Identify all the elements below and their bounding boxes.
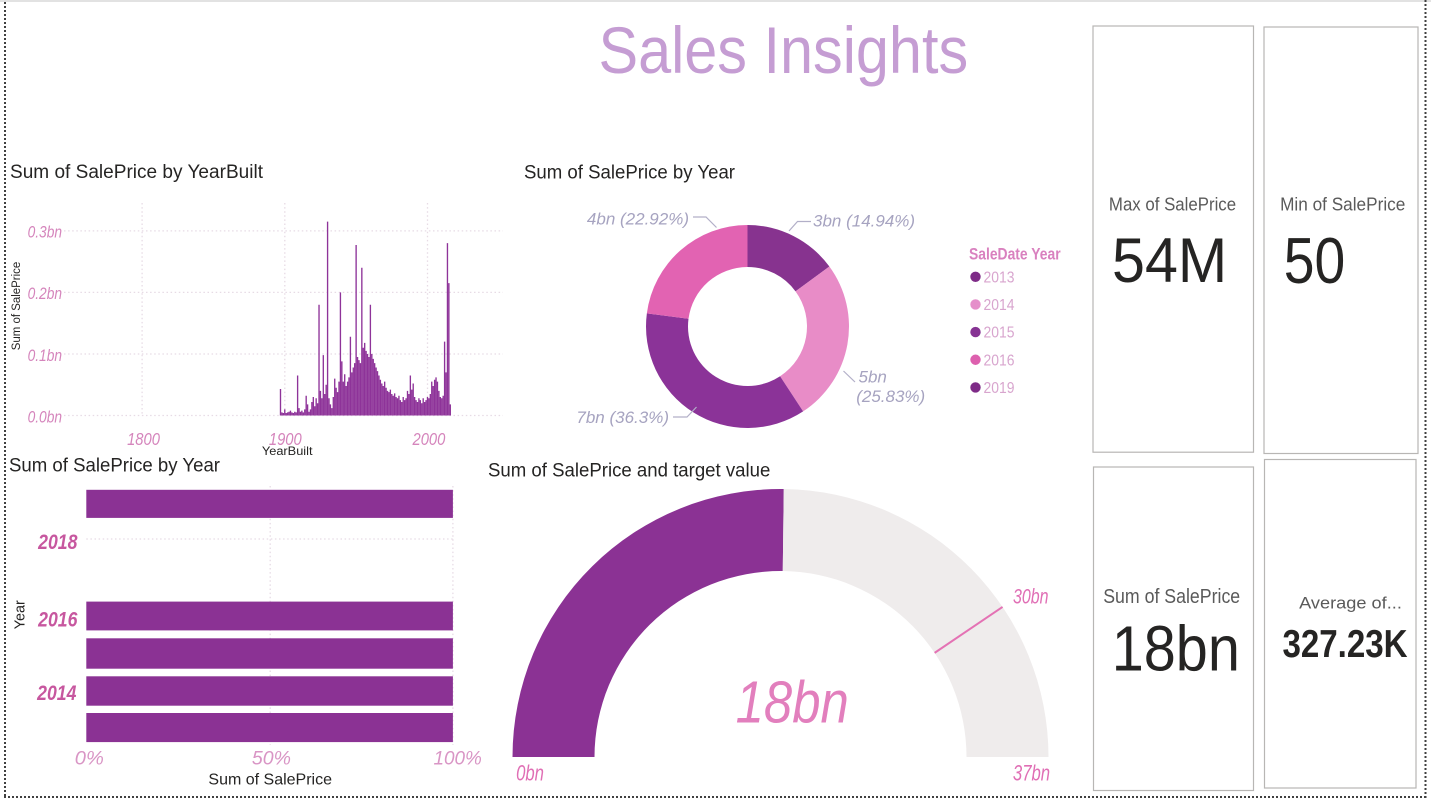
svg-text:50%: 50% [252,748,291,770]
svg-text:3bn (14.94%): 3bn (14.94%) [813,212,915,231]
svg-text:2018: 2018 [37,531,77,555]
svg-text:1900: 1900 [269,430,302,450]
svg-text:Sum of SalePrice by YearBuilt: Sum of SalePrice by YearBuilt [10,162,264,183]
svg-text:2014: 2014 [984,296,1015,314]
svg-text:37bn: 37bn [1013,762,1050,787]
svg-text:Sum of SalePrice: Sum of SalePrice [1103,586,1240,608]
svg-text:2014: 2014 [36,682,76,706]
svg-text:(25.83%): (25.83%) [856,387,925,406]
svg-text:Min of SalePrice: Min of SalePrice [1280,194,1405,215]
svg-text:2000: 2000 [412,430,446,450]
svg-text:Average of...: Average of... [1299,593,1402,612]
svg-text:Sum of SalePrice: Sum of SalePrice [9,261,23,350]
svg-text:SaleDate Year: SaleDate Year [969,245,1061,264]
svg-text:YearBuilt: YearBuilt [262,444,313,458]
svg-text:4bn (22.92%): 4bn (22.92%) [587,210,689,229]
svg-text:327.23K: 327.23K [1282,623,1407,666]
svg-text:2016: 2016 [984,351,1015,369]
svg-text:2013: 2013 [984,269,1015,287]
svg-text:Max of SalePrice: Max of SalePrice [1109,194,1236,215]
svg-text:Sum of SalePrice: Sum of SalePrice [208,771,332,788]
svg-text:0.0bn: 0.0bn [28,408,62,427]
svg-text:7bn (36.3%): 7bn (36.3%) [576,408,669,427]
svg-text:50: 50 [1284,224,1345,297]
svg-text:18bn: 18bn [1112,613,1240,684]
svg-text:1800: 1800 [127,430,160,450]
svg-text:2015: 2015 [984,324,1015,342]
svg-text:30bn: 30bn [1013,584,1048,608]
svg-text:Sales Insights: Sales Insights [598,14,968,88]
svg-text:5bn: 5bn [859,368,887,387]
svg-text:0.2bn: 0.2bn [28,285,62,304]
svg-text:0bn: 0bn [516,762,544,787]
svg-text:2019: 2019 [984,379,1015,397]
svg-text:Sum of SalePrice by Year: Sum of SalePrice by Year [9,454,220,475]
svg-text:54M: 54M [1112,225,1227,295]
svg-text:100%: 100% [433,748,481,769]
svg-text:0.1bn: 0.1bn [28,347,62,366]
svg-text:18bn: 18bn [736,669,849,736]
svg-text:2016: 2016 [37,608,77,632]
svg-text:Year: Year [12,600,28,629]
svg-text:Sum of SalePrice by Year: Sum of SalePrice by Year [524,161,735,182]
svg-text:0.3bn: 0.3bn [28,223,62,242]
svg-text:0%: 0% [75,748,104,770]
svg-text:Sum of SalePrice and target va: Sum of SalePrice and target value [488,459,770,480]
